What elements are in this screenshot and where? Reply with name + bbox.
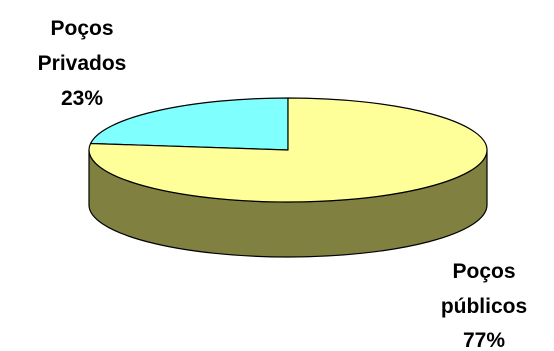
slice-label-privados-line2: Privados (38, 52, 127, 75)
slice-label-privados: Poços Privados 23% (38, 17, 127, 110)
slice-label-privados-line1: Poços (50, 17, 113, 40)
slice-percent-publicos: 77% (463, 329, 505, 351)
pie-slice-1 (88, 97, 488, 203)
slice-label-publicos-line1: Poços (452, 260, 515, 283)
slice-percent-privados: 23% (61, 87, 103, 110)
slice-label-publicos-line2: públicos (441, 295, 527, 318)
pie-slice-0 (89, 97, 289, 151)
slice-label-publicos: Poços públicos 77% (441, 260, 527, 351)
pie-top-faces (88, 97, 488, 203)
